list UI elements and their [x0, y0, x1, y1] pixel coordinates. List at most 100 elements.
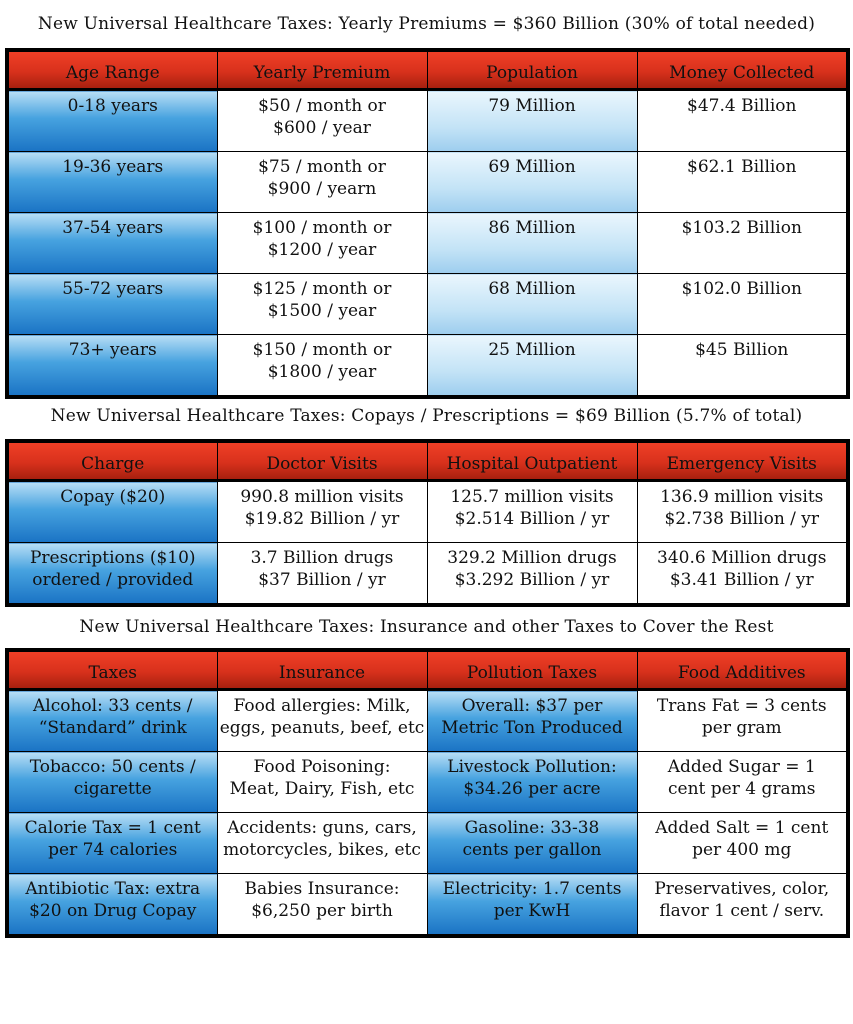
food-line-1: Added Sugar = 1: [667, 757, 816, 777]
header-doctor-visits: Doctor Visits: [216, 440, 428, 482]
tax-line-2: cigarette: [73, 779, 152, 799]
pollution-line-1: Electricity: 1.7 cents: [442, 879, 622, 899]
doctor-line-2: $37 Billion / yr: [258, 570, 386, 590]
pollution-line-1: Livestock Pollution:: [447, 757, 617, 777]
table-row: 19-36 years $75 / month or $900 / yearn 6…: [6, 151, 849, 213]
insurance-line-2: Meat, Dairy, Fish, etc: [229, 779, 415, 799]
population-cell: 79 Million: [426, 89, 638, 152]
insurance-line-2: $6,250 per birth: [251, 901, 393, 921]
header-charge: Charge: [6, 440, 218, 482]
emergency-line-1: 340.6 Million drugs: [657, 548, 827, 568]
age-cell: 0-18 years: [6, 89, 218, 152]
premium-line-2: $1200 / year: [267, 240, 377, 260]
premium-line-1: $50 / month or: [258, 96, 386, 116]
food-line-1: Added Salt = 1 cent: [655, 818, 829, 838]
tax-line-2: $20 on Drug Copay: [29, 901, 197, 921]
insurance-line-2: motorcycles, bikes, etc: [223, 840, 421, 860]
copays-table: Charge Doctor Visits Hospital Outpatient…: [5, 439, 850, 607]
emergency-cell: 136.9 million visits $2.738 Billion / yr: [636, 480, 849, 543]
header-pollution-taxes: Pollution Taxes: [426, 649, 638, 691]
header-hospital-outpatient: Hospital Outpatient: [426, 440, 638, 482]
premium-line-1: $125 / month or: [252, 279, 392, 299]
insurance-line-2: eggs, peanuts, beef, etc: [219, 718, 425, 738]
tax-cell: Antibiotic Tax: extra $20 on Drug Copay: [6, 873, 218, 937]
pollution-line-2: $34.26 per acre: [463, 779, 601, 799]
money-cell: $47.4 Billion: [636, 89, 849, 152]
table-row: Prescriptions ($10) ordered / provided 3.…: [6, 542, 849, 606]
table-row: Copay ($20) 990.8 million visits $19.82 B…: [6, 480, 849, 543]
pollution-cell: Electricity: 1.7 cents per KwH: [426, 873, 638, 937]
header-yearly-premium: Yearly Premium: [216, 49, 428, 91]
doctor-line-1: 3.7 Billion drugs: [250, 548, 394, 568]
age-cell: 19-36 years: [6, 151, 218, 213]
tax-line-2: per 74 calories: [48, 840, 178, 860]
tax-line-2: “Standard” drink: [38, 718, 187, 738]
food-cell: Added Salt = 1 cent per 400 mg: [636, 812, 849, 874]
emergency-line-2: $2.738 Billion / yr: [664, 509, 820, 529]
charge-line-1: Copay ($20): [60, 487, 166, 507]
food-cell: Added Sugar = 1 cent per 4 grams: [636, 751, 849, 813]
age-cell: 37-54 years: [6, 212, 218, 274]
pollution-line-2: per KwH: [493, 901, 571, 921]
premium-line-2: $600 / year: [273, 118, 371, 138]
hospital-line-2: $2.514 Billion / yr: [454, 509, 610, 529]
emergency-cell: 340.6 Million drugs $3.41 Billion / yr: [636, 542, 849, 606]
tax-line-1: Tobacco: 50 cents /: [29, 757, 196, 777]
premium-line-1: $150 / month or: [252, 340, 392, 360]
hospital-cell: 125.7 million visits $2.514 Billion / yr: [426, 480, 638, 543]
premium-line-2: $900 / yearn: [267, 179, 377, 199]
food-cell: Trans Fat = 3 cents per gram: [636, 689, 849, 752]
header-food-additives: Food Additives: [636, 649, 849, 691]
tax-line-1: Calorie Tax = 1 cent: [24, 818, 201, 838]
premium-line-1: $100 / month or: [252, 218, 392, 238]
premiums-table: Age Range Yearly Premium Population Mone…: [5, 48, 850, 399]
premiums-header-row: Age Range Yearly Premium Population Mone…: [6, 49, 849, 91]
tax-line-1: Alcohol: 33 cents /: [33, 696, 193, 716]
header-emergency-visits: Emergency Visits: [636, 440, 849, 482]
other-taxes-table: Taxes Insurance Pollution Taxes Food Add…: [5, 648, 850, 938]
age-cell: 73+ years: [6, 334, 218, 398]
charge-line-2: ordered / provided: [32, 570, 194, 590]
food-cell: Preservatives, color, flavor 1 cent / ser…: [636, 873, 849, 937]
table-row: 73+ years $150 / month or $1800 / year 25…: [6, 334, 849, 398]
doctor-line-2: $19.82 Billion / yr: [244, 509, 400, 529]
pollution-cell: Overall: $37 per Metric Ton Produced: [426, 689, 638, 752]
insurance-line-1: Accidents: guns, cars,: [227, 818, 417, 838]
premium-cell: $50 / month or $600 / year: [216, 89, 428, 152]
premium-cell: $75 / month or $900 / yearn: [216, 151, 428, 213]
hospital-line-1: 329.2 Million drugs: [447, 548, 617, 568]
population-cell: 86 Million: [426, 212, 638, 274]
premiums-title: New Universal Healthcare Taxes: Yearly P…: [37, 14, 816, 34]
header-age-range: Age Range: [6, 49, 218, 91]
premium-line-2: $1500 / year: [267, 301, 377, 321]
money-cell: $102.0 Billion: [636, 273, 849, 335]
other-taxes-header-row: Taxes Insurance Pollution Taxes Food Add…: [6, 649, 849, 691]
tax-cell: Tobacco: 50 cents / cigarette: [6, 751, 218, 813]
table-row: Tobacco: 50 cents / cigarette Food Poison…: [6, 751, 849, 813]
pollution-cell: Livestock Pollution: $34.26 per acre: [426, 751, 638, 813]
charge-line-1: Prescriptions ($10): [29, 548, 196, 568]
copays-header-row: Charge Doctor Visits Hospital Outpatient…: [6, 440, 849, 482]
insurance-line-1: Food allergies: Milk,: [233, 696, 411, 716]
pollution-line-2: cents per gallon: [462, 840, 602, 860]
pollution-cell: Gasoline: 33-38 cents per gallon: [426, 812, 638, 874]
emergency-line-1: 136.9 million visits: [660, 487, 824, 507]
money-cell: $62.1 Billion: [636, 151, 849, 213]
emergency-line-2: $3.41 Billion / yr: [669, 570, 814, 590]
premium-cell: $125 / month or $1500 / year: [216, 273, 428, 335]
premium-line-1: $75 / month or: [258, 157, 386, 177]
food-line-2: per gram: [701, 718, 782, 738]
tax-cell: Alcohol: 33 cents / “Standard” drink: [6, 689, 218, 752]
charge-cell: Prescriptions ($10) ordered / provided: [6, 542, 218, 606]
table-row: Alcohol: 33 cents / “Standard” drink Food…: [6, 689, 849, 752]
insurance-cell: Food allergies: Milk, eggs, peanuts, beef…: [216, 689, 428, 752]
hospital-line-1: 125.7 million visits: [450, 487, 614, 507]
insurance-cell: Accidents: guns, cars, motorcycles, bikes…: [216, 812, 428, 874]
age-cell: 55-72 years: [6, 273, 218, 335]
header-insurance: Insurance: [216, 649, 428, 691]
doctor-cell: 990.8 million visits $19.82 Billion / yr: [216, 480, 428, 543]
premium-cell: $150 / month or $1800 / year: [216, 334, 428, 398]
tax-line-1: Antibiotic Tax: extra: [25, 879, 201, 899]
table-row: Calorie Tax = 1 cent per 74 calories Acci…: [6, 812, 849, 874]
hospital-cell: 329.2 Million drugs $3.292 Billion / yr: [426, 542, 638, 606]
